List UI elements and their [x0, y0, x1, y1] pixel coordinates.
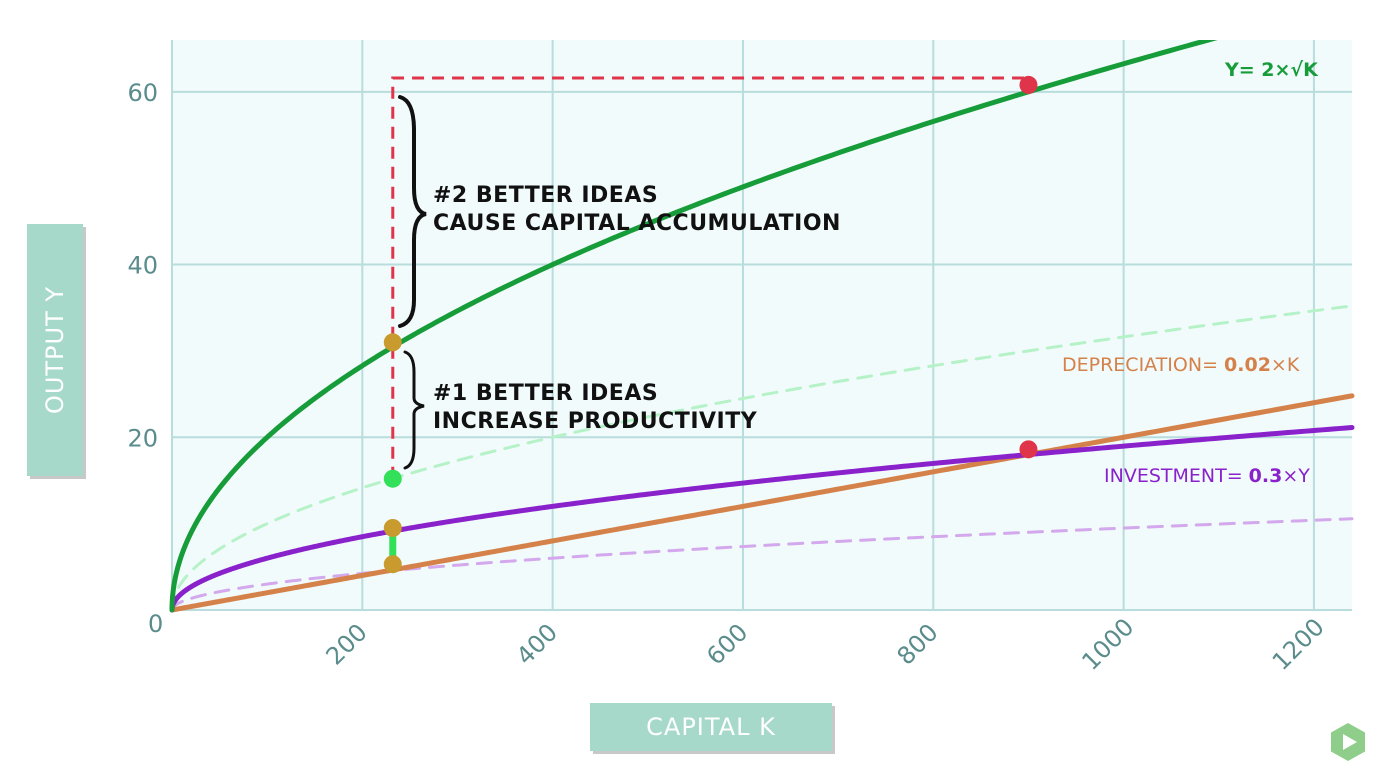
y-tick-label: 60 — [127, 79, 158, 107]
series-investment — [169, 425, 1355, 613]
brace-idea2 — [398, 95, 427, 328]
investment-equation: INVESTMENT= 0.3×Y — [1104, 465, 1310, 487]
x-tick-label: 800 — [892, 618, 944, 670]
dashed-guide — [391, 76, 1029, 479]
depreciation-eq-var: ×K — [1271, 354, 1300, 376]
y-axis-label: OUTPUT Y — [27, 224, 83, 476]
y-tick-label: 20 — [127, 424, 158, 452]
point-marker — [383, 469, 402, 488]
depreciation-equation: DEPRECIATION= 0.02×K — [1062, 354, 1300, 376]
x-tick-labels: 0 200 400 600 800 1000 1200 — [148, 610, 1330, 676]
idea1-line1: #1 BETTER IDEAS — [433, 381, 658, 406]
series-depreciation — [169, 393, 1355, 613]
markers — [383, 75, 1038, 574]
series-output_old — [170, 304, 1354, 612]
point-marker — [1019, 440, 1038, 459]
y-axis-label-text: OUTPUT Y — [41, 285, 70, 415]
series-output — [169, 40, 1218, 613]
point-marker — [1019, 75, 1038, 94]
y-tick-label: 40 — [127, 252, 158, 280]
idea1-line2: INCREASE PRODUCTIVITY — [433, 409, 758, 434]
point-marker — [383, 333, 402, 352]
investment-eq-label: INVESTMENT= — [1104, 465, 1249, 487]
x-tick-label: 400 — [511, 618, 563, 670]
x-tick-label: 1200 — [1267, 613, 1330, 676]
x-axis-label-text: CAPITAL K — [646, 713, 776, 741]
play-button[interactable] — [1330, 722, 1366, 762]
idea2-line2: CAUSE CAPITAL ACCUMULATION — [433, 211, 841, 236]
brace-idea1 — [403, 350, 425, 470]
braces — [398, 95, 427, 470]
x-tick-label: 1000 — [1076, 613, 1139, 676]
series-curves — [169, 40, 1355, 613]
idea2-line1: #2 BETTER IDEAS — [433, 183, 658, 208]
play-triangle — [1343, 734, 1357, 750]
depreciation-eq-label: DEPRECIATION= — [1062, 354, 1224, 376]
plot-background — [172, 40, 1352, 610]
output-equation: Y= 2×√K — [1224, 59, 1319, 81]
point-marker — [383, 518, 402, 537]
annotations: #2 BETTER IDEAS CAUSE CAPITAL ACCUMULATI… — [433, 59, 1319, 487]
x-tick-label: 0 — [148, 610, 163, 638]
x-tick-label: 600 — [701, 618, 753, 670]
point-marker — [383, 555, 402, 574]
x-axis-label: CAPITAL K — [590, 703, 832, 751]
x-tick-label: 200 — [321, 618, 373, 670]
depreciation-eq-value: 0.02 — [1224, 354, 1271, 376]
series-investment_old — [170, 517, 1354, 612]
y-tick-labels: 20 40 60 — [127, 79, 158, 452]
investment-eq-value: 0.3 — [1249, 465, 1283, 487]
investment-eq-var: ×Y — [1282, 465, 1310, 487]
grid — [171, 40, 1352, 611]
